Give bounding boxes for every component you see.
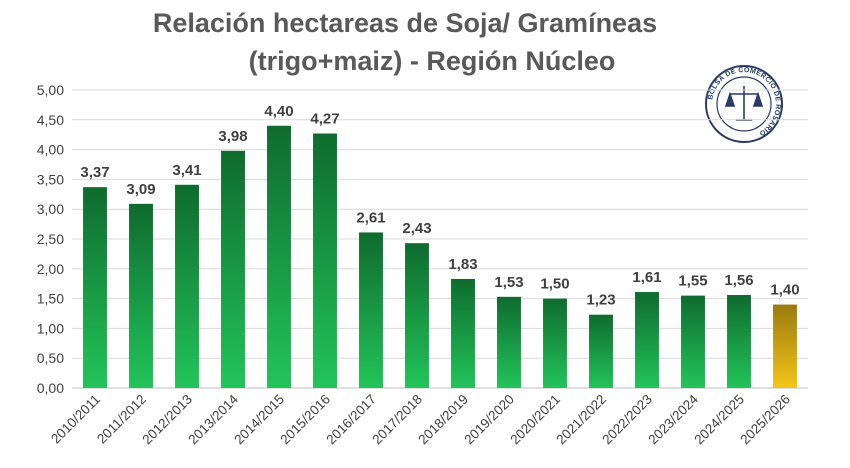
data-label: 2,61 xyxy=(356,209,385,226)
y-tick-label: 0,00 xyxy=(37,380,64,396)
data-labels: 3,37 3,09 3,41 3,98 4,40 4,27 2,61 2,43 1,83 1,53… xyxy=(80,103,799,309)
data-label: 2,43 xyxy=(402,220,431,237)
bar-2021-2022 xyxy=(589,314,613,388)
data-label: 3,37 xyxy=(80,164,109,181)
y-tick-label: 1,00 xyxy=(37,320,64,336)
bar-2022-2023 xyxy=(635,292,659,388)
bars xyxy=(83,125,797,388)
y-tick-label: 4,50 xyxy=(37,112,64,128)
y-tick-label: 2,00 xyxy=(37,261,64,277)
y-tick-label: 3,50 xyxy=(37,171,64,187)
chart-title-line1: Relación hectareas de Soja/ Gramíneas xyxy=(153,8,657,38)
data-label: 3,41 xyxy=(172,162,201,179)
x-tick-label: 2010/2011 xyxy=(48,392,103,447)
bar-2025-2026 xyxy=(773,304,797,388)
data-label: 1,40 xyxy=(770,282,799,299)
bar-2024-2025 xyxy=(727,295,751,388)
bar-2017-2018 xyxy=(405,243,429,388)
chart-title-line2: (trigo+maiz) - Región Núcleo xyxy=(249,46,616,76)
data-label: 1,50 xyxy=(540,276,569,293)
y-tick-label: 4,00 xyxy=(37,142,64,158)
data-label: 1,61 xyxy=(632,269,661,286)
y-tick-label: 0,50 xyxy=(37,350,64,366)
bar-2016-2017 xyxy=(359,232,383,388)
bar-2011-2012 xyxy=(129,203,153,388)
bar-2010-2011 xyxy=(83,187,107,388)
bar-2014-2015 xyxy=(267,125,291,388)
bar-2015-2016 xyxy=(313,133,337,388)
data-label: 4,27 xyxy=(310,111,339,128)
bar-2013-2014 xyxy=(221,150,245,388)
data-label: 3,98 xyxy=(218,128,247,145)
bar-2018-2019 xyxy=(451,278,475,388)
university-seal-logo: BOLSA DE COMERCIO DE ROSARIO xyxy=(705,65,783,143)
data-label: 4,40 xyxy=(264,103,293,120)
y-tick-label: 1,50 xyxy=(37,291,64,307)
y-tick-label: 5,00 xyxy=(37,82,64,98)
data-label: 1,53 xyxy=(494,274,523,291)
x-tick-label: 2025/2026 xyxy=(737,392,793,448)
data-label: 1,55 xyxy=(678,273,707,290)
data-label: 1,83 xyxy=(448,256,477,273)
bar-2012-2013 xyxy=(175,184,199,388)
data-label: 1,56 xyxy=(724,272,753,289)
bar-2020-2021 xyxy=(543,298,567,388)
data-label: 3,09 xyxy=(126,181,155,198)
data-label: 1,23 xyxy=(586,292,615,309)
y-tick-label: 3,00 xyxy=(37,201,64,217)
bar-2019-2020 xyxy=(497,296,521,388)
y-axis: 0,00 0,50 1,00 1,50 2,00 2,50 3,00 3,50 4,00 4,50… xyxy=(37,82,64,396)
x-axis: 2010/20112011/20122012/20132013/20142014… xyxy=(48,391,793,447)
y-tick-label: 2,50 xyxy=(37,231,64,247)
bar-2023-2024 xyxy=(681,295,705,388)
